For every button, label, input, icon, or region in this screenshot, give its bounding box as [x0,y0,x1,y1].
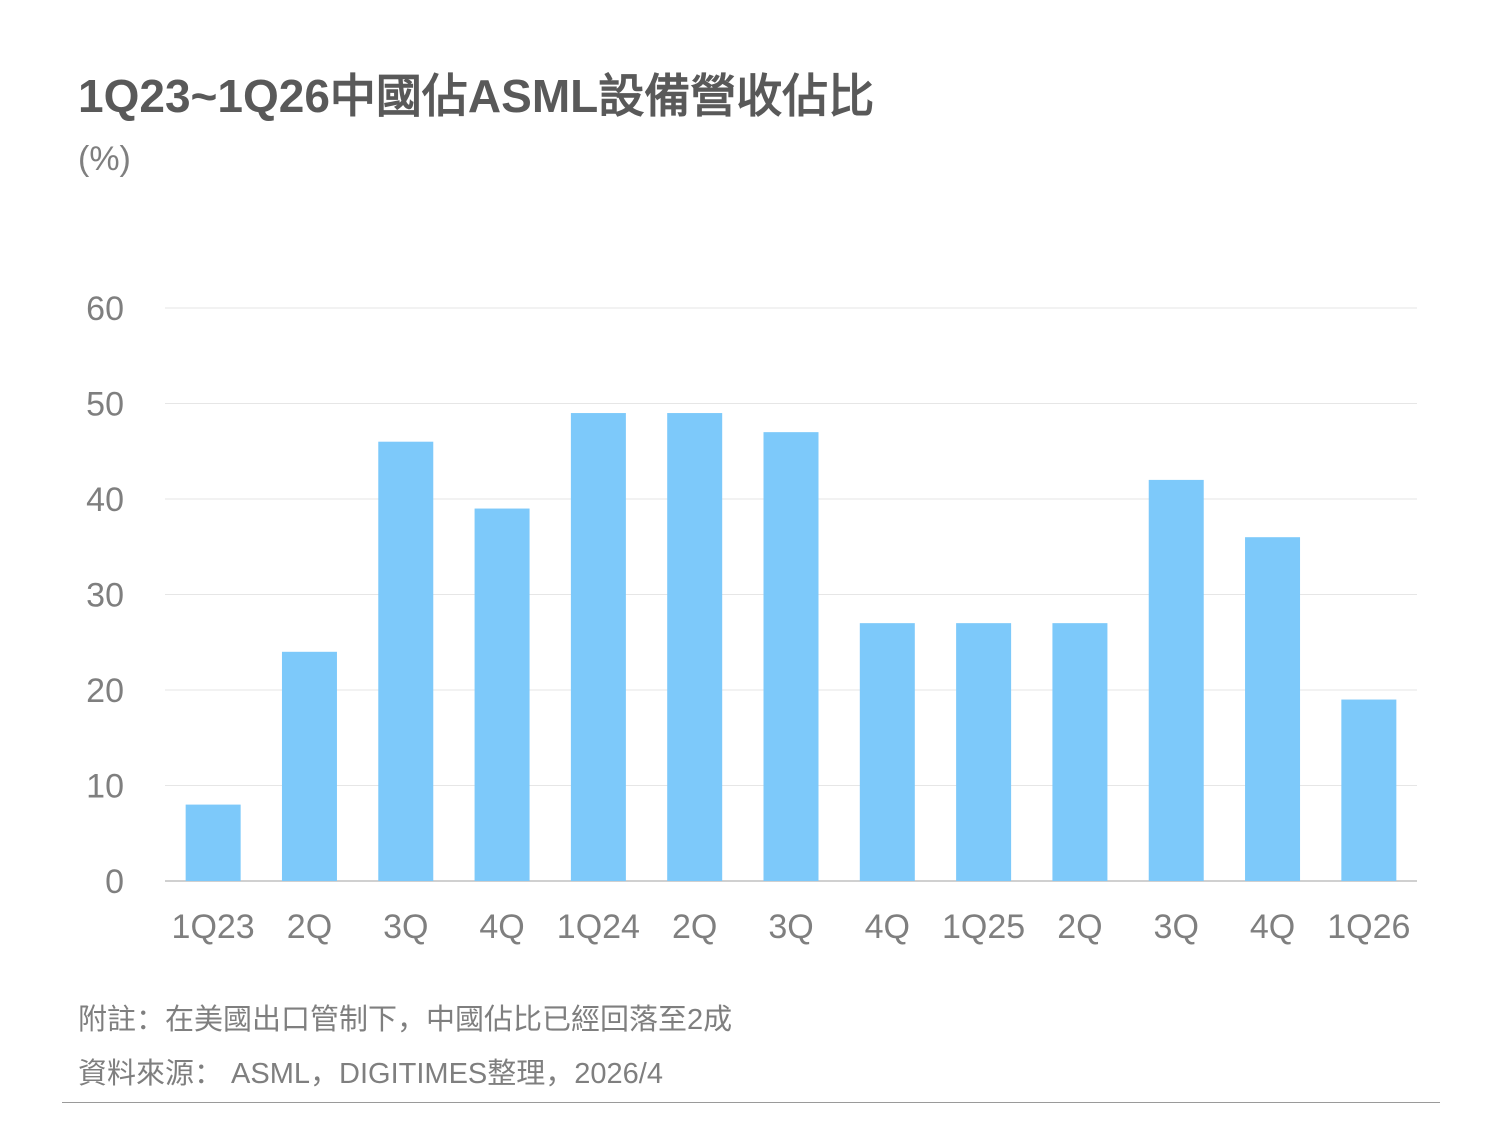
x-tick-label: 4Q [865,908,910,946]
x-tick-label: 1Q23 [172,908,255,946]
x-tick-label: 3Q [1154,908,1199,946]
x-tick-label: 1Q26 [1327,908,1410,946]
bar [956,623,1012,881]
bar [667,413,723,881]
bar [1148,479,1204,881]
x-tick-label: 1Q24 [557,908,640,946]
y-tick-label: 20 [86,672,124,710]
bar [1341,699,1397,881]
x-tick-label: 2Q [672,908,717,946]
x-tick-label: 1Q25 [942,908,1025,946]
y-tick-label: 10 [86,768,124,806]
y-tick-label: 50 [86,386,124,424]
bottom-divider [62,1102,1440,1103]
y-tick-label: 0 [105,863,124,901]
x-tick-label: 3Q [768,908,813,946]
y-tick-label: 30 [86,577,124,615]
footnote: 附註：在美國出口管制下，中國佔比已經回落至2成 [78,1004,733,1036]
bar [378,441,434,881]
bar [185,804,241,881]
bar [859,623,915,881]
x-tick-label: 3Q [383,908,428,946]
bar [1052,623,1108,881]
x-tick-label: 2Q [287,908,332,946]
chart-title: 1Q23~1Q26中國佔ASML設備營收佔比 [78,70,875,122]
x-tick-label: 2Q [1057,908,1102,946]
bar [474,508,530,881]
y-tick-label: 40 [86,481,124,519]
source-note: 資料來源： ASML，DIGITIMES整理，2026/4 [78,1058,663,1090]
y-axis-unit: (%) [78,140,131,178]
bar [281,651,337,881]
x-tick-label: 4Q [1250,908,1295,946]
x-tick-label: 4Q [479,908,524,946]
bar [1245,537,1301,881]
bar [570,413,626,881]
bar [763,432,819,881]
y-tick-label: 60 [86,290,124,328]
